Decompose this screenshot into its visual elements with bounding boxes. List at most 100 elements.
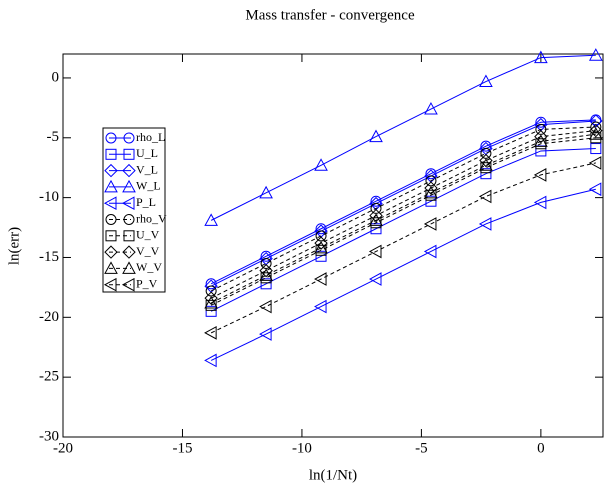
legend-label: W_V — [136, 260, 162, 274]
marker — [123, 132, 135, 144]
marker — [535, 116, 547, 128]
legend-label: V_V — [136, 244, 160, 258]
y-tick-label: -20 — [39, 309, 59, 325]
marker — [204, 295, 218, 309]
x-tick-label: -15 — [172, 440, 192, 456]
marker — [370, 223, 382, 235]
legend-label: U_L — [136, 146, 158, 160]
marker — [103, 196, 117, 211]
series-line — [210, 119, 596, 285]
marker — [105, 148, 117, 160]
marker — [123, 230, 135, 242]
marker — [259, 327, 272, 341]
legend-label: V_L — [136, 162, 158, 176]
marker — [590, 121, 602, 133]
marker — [369, 208, 383, 223]
series-line — [210, 148, 596, 312]
chart-title: Mass transfer - convergence — [245, 7, 415, 23]
x-tick-label: 0 — [537, 440, 545, 456]
marker — [315, 250, 327, 262]
marker — [314, 240, 328, 254]
marker — [479, 158, 493, 171]
marker — [121, 196, 135, 211]
y-tick-label: -15 — [39, 249, 59, 265]
x-tick-label: -20 — [53, 440, 73, 456]
marker — [204, 326, 217, 340]
marker — [105, 132, 117, 144]
marker — [123, 214, 135, 225]
y-tick-label: -25 — [39, 369, 59, 385]
marker — [588, 156, 602, 170]
legend-label: U_V — [136, 228, 160, 242]
legend: rho_L U_L V_L W_L P_L rho_V U_V V_V W_V P_V — [102, 127, 167, 293]
marker — [104, 245, 118, 259]
marker — [588, 182, 602, 197]
marker — [104, 261, 118, 274]
y-axis-label: ln(err) — [6, 227, 22, 265]
marker — [424, 181, 438, 195]
marker — [105, 214, 117, 225]
marker — [369, 213, 383, 226]
marker — [259, 268, 273, 281]
marker — [588, 48, 603, 61]
marker — [104, 179, 118, 193]
marker — [424, 102, 438, 115]
marker — [260, 278, 272, 290]
y-tick-label: -5 — [47, 129, 60, 145]
legend-label: rho_L — [136, 130, 165, 144]
marker — [480, 147, 492, 159]
y-tick-label: -10 — [39, 189, 59, 205]
marker — [314, 236, 328, 250]
marker — [259, 185, 273, 199]
marker — [423, 217, 437, 231]
series-line — [210, 188, 596, 361]
marker — [314, 299, 327, 314]
legend-label: P_L — [136, 195, 156, 209]
marker — [533, 195, 547, 210]
marker — [314, 158, 328, 171]
marker — [205, 305, 217, 317]
marker — [368, 244, 382, 259]
marker — [122, 163, 136, 178]
marker — [121, 277, 135, 292]
marker — [122, 245, 136, 259]
marker — [204, 353, 217, 368]
marker — [589, 123, 603, 138]
marker — [368, 272, 382, 286]
marker — [588, 127, 603, 140]
plot-frame — [62, 53, 604, 438]
marker — [479, 153, 493, 168]
y-tick-label: 0 — [52, 69, 60, 85]
series-line — [210, 120, 596, 287]
legend-label: rho_V — [136, 211, 167, 225]
x-tick-label: -5 — [415, 440, 428, 456]
marker — [314, 272, 327, 286]
marker — [260, 272, 272, 284]
series-line — [210, 162, 596, 334]
marker — [204, 291, 218, 305]
marker — [425, 195, 437, 207]
marker — [204, 213, 218, 226]
marker — [534, 129, 548, 144]
marker — [260, 257, 272, 269]
marker — [534, 134, 548, 147]
y-tick-label: -30 — [39, 428, 59, 444]
marker — [103, 277, 117, 292]
marker — [480, 168, 492, 180]
marker — [259, 263, 273, 278]
marker — [104, 163, 118, 178]
marker — [105, 230, 117, 242]
marker — [423, 244, 437, 259]
x-axis-label: ln(1/Nt) — [309, 467, 357, 483]
marker — [259, 299, 272, 314]
marker — [123, 148, 135, 160]
legend-label: P_V — [136, 276, 158, 290]
marker — [369, 129, 383, 143]
legend-label: W_L — [136, 179, 161, 193]
series-line — [210, 133, 596, 304]
marker — [590, 143, 602, 155]
marker — [478, 189, 492, 204]
marker — [122, 261, 136, 274]
